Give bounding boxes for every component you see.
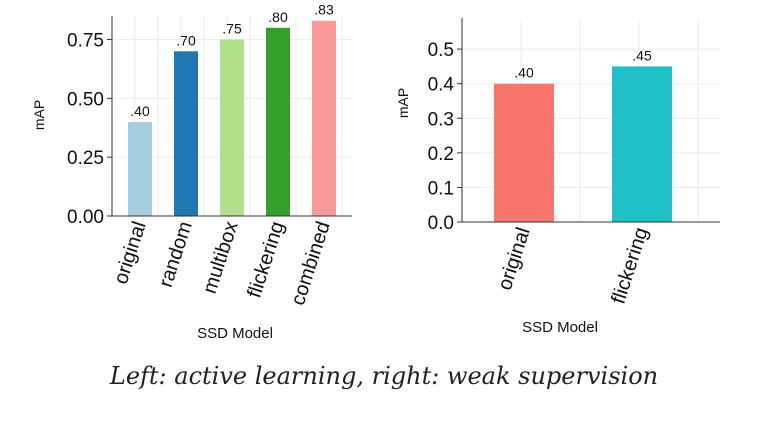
bar-original	[128, 121, 152, 216]
data-label: .40	[514, 65, 534, 81]
data-label: .45	[632, 47, 652, 63]
y-tick-label: 0.3	[428, 109, 454, 130]
data-label: .83	[314, 2, 334, 18]
y-tick-label: 0.5	[428, 40, 454, 61]
chart-active-learning: 0.00 0.25 0.50 0.75 .40 original .70 random .75 m…	[31, 2, 352, 342]
y-axis-title: mAP	[31, 100, 47, 130]
bar-original	[494, 83, 554, 222]
y-tick-label: 0.25	[67, 148, 104, 169]
y-tick-label: 0.1	[428, 178, 454, 199]
bar-combined	[312, 20, 336, 216]
y-tick-label: 0.50	[67, 89, 104, 110]
bar-multibox	[220, 39, 244, 216]
y-tick-label: 0.00	[67, 207, 104, 228]
x-tick-label: original	[110, 219, 151, 287]
y-tick-label: 0.4	[428, 75, 455, 96]
x-axis-title: SSD Model	[197, 325, 273, 342]
y-tick-label: 0.2	[428, 144, 454, 165]
bar-flickering	[266, 27, 290, 216]
chart-weak-supervision: 0.0 0.1 0.2 0.3 0.4 0.5 .40 original .45 flickeri…	[395, 18, 720, 336]
x-tick-label: random	[155, 219, 197, 290]
data-label: .40	[130, 103, 150, 119]
bar-random	[174, 51, 198, 217]
x-tick-label: flickering	[607, 225, 652, 307]
y-axis-title: mAP	[395, 88, 411, 118]
x-tick-label: combined	[287, 219, 335, 308]
bar-flickering	[612, 66, 672, 223]
data-label: .70	[176, 32, 196, 48]
data-label: .75	[222, 21, 242, 37]
figure-caption: Left: active learning, right: weak super…	[109, 362, 659, 390]
y-tick-label: 0.0	[428, 213, 454, 234]
y-tick-label: 0.75	[67, 31, 104, 52]
data-label: .80	[268, 9, 288, 25]
x-axis-title: SSD Model	[522, 319, 598, 336]
x-tick-label: flickering	[243, 219, 288, 301]
x-tick-label: original	[494, 225, 535, 293]
x-tick-label: multibox	[199, 219, 243, 297]
